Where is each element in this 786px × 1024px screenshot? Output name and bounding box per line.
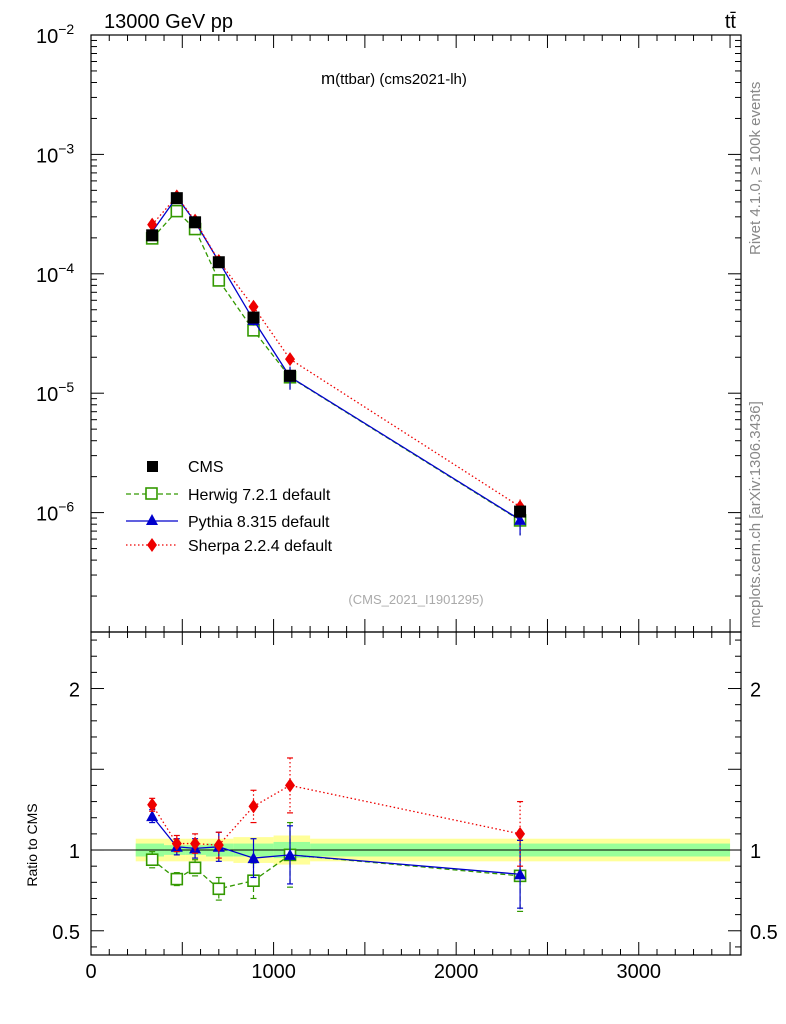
x-tick-label: 0 xyxy=(85,961,96,983)
legend-entry-sherpa: Sherpa 2.2.4 default xyxy=(126,538,333,555)
ratio-y-tick-label-left: 2 xyxy=(69,680,80,702)
ratio-y-tick-label-left: 1 xyxy=(69,841,80,863)
y-tick-exp: −4 xyxy=(58,260,74,276)
ratio-point-sherpa xyxy=(147,797,158,812)
ratio-frame xyxy=(90,631,742,956)
ratio-y-tick-label-left: 0.5 xyxy=(52,922,80,944)
y-tick-base: 10 xyxy=(36,26,58,48)
point-sherpa xyxy=(285,352,296,367)
point-sherpa xyxy=(248,299,259,314)
y-tick-base: 10 xyxy=(36,504,58,526)
y-tick-label: 10−4 xyxy=(36,260,74,287)
legend-marker-cms xyxy=(147,461,158,472)
ratio-point-herwig xyxy=(212,882,226,896)
legend-marker-pythia xyxy=(146,514,158,525)
y-tick-label: 10−3 xyxy=(36,140,74,167)
ratio-point-pythia xyxy=(514,868,527,880)
point-herwig xyxy=(212,274,226,287)
x-tick-label: 2000 xyxy=(434,961,479,983)
y-tick-base: 10 xyxy=(36,265,58,287)
plot-title: m(ttbar) (cms2021-lh) xyxy=(321,69,467,88)
point-pythia xyxy=(514,513,527,525)
legend-entry-cms: CMS xyxy=(147,459,224,476)
ratio-point-sherpa xyxy=(248,799,259,814)
point-data xyxy=(247,311,260,324)
point-data xyxy=(146,229,159,242)
energy-label: 13000 GeV pp xyxy=(104,11,233,33)
legend-entry-pythia: Pythia 8.315 default xyxy=(126,514,330,531)
series-data xyxy=(146,192,527,518)
point-data xyxy=(284,369,297,382)
legend: CMS Herwig 7.2.1 default Pythia 8.315 de… xyxy=(126,459,333,555)
x-tick-label: 1000 xyxy=(251,961,296,983)
y-tick-exp: −3 xyxy=(58,140,74,156)
ratio-point-sherpa xyxy=(285,778,296,793)
ratio-y-tick-label-right: 0.5 xyxy=(750,922,778,944)
legend-label-herwig: Herwig 7.2.1 default xyxy=(188,487,331,504)
legend-marker-sherpa xyxy=(147,538,157,552)
ratio-point-pythia xyxy=(247,852,260,864)
legend-label-cms: CMS xyxy=(188,459,224,476)
ratio-ylabel: Ratio to CMS xyxy=(24,803,40,886)
ratio-line-sherpa xyxy=(151,784,521,846)
rivet-label: Rivet 4.1.0, ≥ 100k events xyxy=(747,82,764,255)
legend-label-sherpa: Sherpa 2.2.4 default xyxy=(188,538,333,555)
point-data xyxy=(189,216,202,229)
point-data xyxy=(170,192,183,205)
plot-title-main: m xyxy=(321,69,335,88)
plot-title-sub: (ttbar) (cms2021-lh) xyxy=(335,71,467,88)
ratio-y-tick-label-right: 2 xyxy=(750,680,761,702)
ratio-y-tick-label-right: 1 xyxy=(750,841,761,863)
ratio-point-herwig xyxy=(188,861,202,875)
y-tick-exp: −5 xyxy=(58,379,74,395)
legend-entry-herwig: Herwig 7.2.1 default xyxy=(126,487,331,504)
ratio-point-sherpa xyxy=(213,838,224,853)
mcplots-label: mcplots.cern.ch [arXiv:1306.3436] xyxy=(747,401,764,628)
point-herwig xyxy=(170,204,184,218)
ratio-point-sherpa xyxy=(515,826,526,841)
y-tick-label: 10−2 xyxy=(36,21,74,48)
process-label: tt̄ xyxy=(725,11,737,33)
point-data xyxy=(212,256,225,269)
x-tick-label: 3000 xyxy=(617,961,662,983)
ratio-point-herwig xyxy=(145,853,159,867)
y-tick-exp: −2 xyxy=(58,21,74,37)
ratio-point-sherpa xyxy=(171,836,182,851)
ratio-series-sherpa xyxy=(147,757,526,867)
ratio-point-pythia xyxy=(146,810,159,822)
y-tick-base: 10 xyxy=(36,384,58,406)
point-data xyxy=(514,505,527,518)
analysis-id: (CMS_2021_I1901295) xyxy=(348,592,483,607)
y-tick-exp: −6 xyxy=(58,499,74,515)
legend-marker-herwig xyxy=(145,487,158,500)
ratio-point-sherpa xyxy=(190,836,201,851)
legend-label-pythia: Pythia 8.315 default xyxy=(188,514,330,531)
ratio-point-herwig xyxy=(170,872,184,886)
ratio-series-herwig xyxy=(145,821,527,912)
point-sherpa xyxy=(147,217,158,232)
y-tick-base: 10 xyxy=(36,145,58,167)
y-tick-label: 10−5 xyxy=(36,379,74,406)
series-pythia xyxy=(146,190,527,536)
y-tick-label: 10−6 xyxy=(36,499,74,526)
ratio-point-pythia xyxy=(284,848,297,860)
series-herwig xyxy=(145,204,527,536)
